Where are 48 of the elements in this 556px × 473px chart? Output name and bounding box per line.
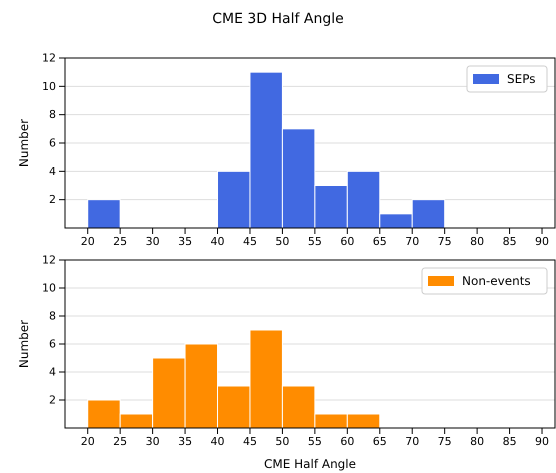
y-tick-label: 8 [49, 310, 56, 323]
y-axis-title: Number [17, 320, 31, 368]
x-tick-label: 90 [535, 434, 550, 448]
x-tick-label: 65 [372, 434, 387, 448]
x-tick-label: 80 [470, 234, 484, 248]
y-tick-label: 6 [49, 338, 56, 351]
x-tick-label: 40 [210, 234, 225, 248]
y-tick-label: 2 [49, 193, 56, 206]
y-tick-label: 4 [49, 164, 56, 178]
x-tick-label: 20 [80, 434, 95, 448]
x-tick-label: 75 [438, 234, 452, 248]
x-tick-label: 25 [113, 234, 128, 248]
x-tick-label: 20 [80, 234, 95, 248]
x-axis-title: CME Half Angle [264, 457, 356, 471]
x-tick-label: 75 [438, 434, 452, 448]
x-tick-label: 25 [113, 434, 128, 448]
x-tick-label: 80 [470, 434, 484, 448]
x-tick-label: 90 [535, 234, 550, 248]
x-tick-label: 30 [146, 234, 160, 248]
x-tick-label: 30 [146, 434, 160, 448]
chart-title: CME 3D Half Angle [212, 11, 344, 27]
x-tick-label: 70 [405, 434, 420, 448]
x-tick-label: 50 [275, 434, 290, 448]
x-tick-label: 60 [340, 434, 354, 448]
y-tick-label: 12 [42, 52, 56, 65]
x-tick-label: 55 [308, 434, 322, 448]
x-tick-label: 85 [502, 434, 517, 448]
x-tick-label: 70 [405, 234, 420, 248]
y-tick-label: 4 [49, 366, 56, 379]
x-tick-label: 60 [340, 234, 354, 248]
y-tick-label: 2 [49, 394, 56, 407]
x-tick-label: 55 [308, 234, 322, 248]
y-tick-label: 10 [42, 80, 56, 93]
x-tick-label: 85 [502, 234, 517, 248]
x-tick-label: 45 [242, 234, 257, 248]
y-tick-label: 6 [49, 136, 56, 150]
y-tick-label: 8 [49, 108, 56, 122]
x-tick-label: 35 [178, 434, 192, 448]
legend-label: SEPs [507, 72, 536, 86]
x-tick-label: 35 [178, 234, 192, 248]
x-tick-label: 65 [372, 234, 387, 248]
x-tick-label: 40 [210, 434, 225, 448]
x-tick-label: 45 [242, 434, 257, 448]
x-tick-label: 50 [275, 234, 290, 248]
y-tick-label: 12 [42, 254, 56, 267]
legend-label: Non-events [462, 274, 531, 288]
y-axis-title: Number [17, 118, 31, 168]
y-tick-label: 10 [42, 282, 56, 295]
